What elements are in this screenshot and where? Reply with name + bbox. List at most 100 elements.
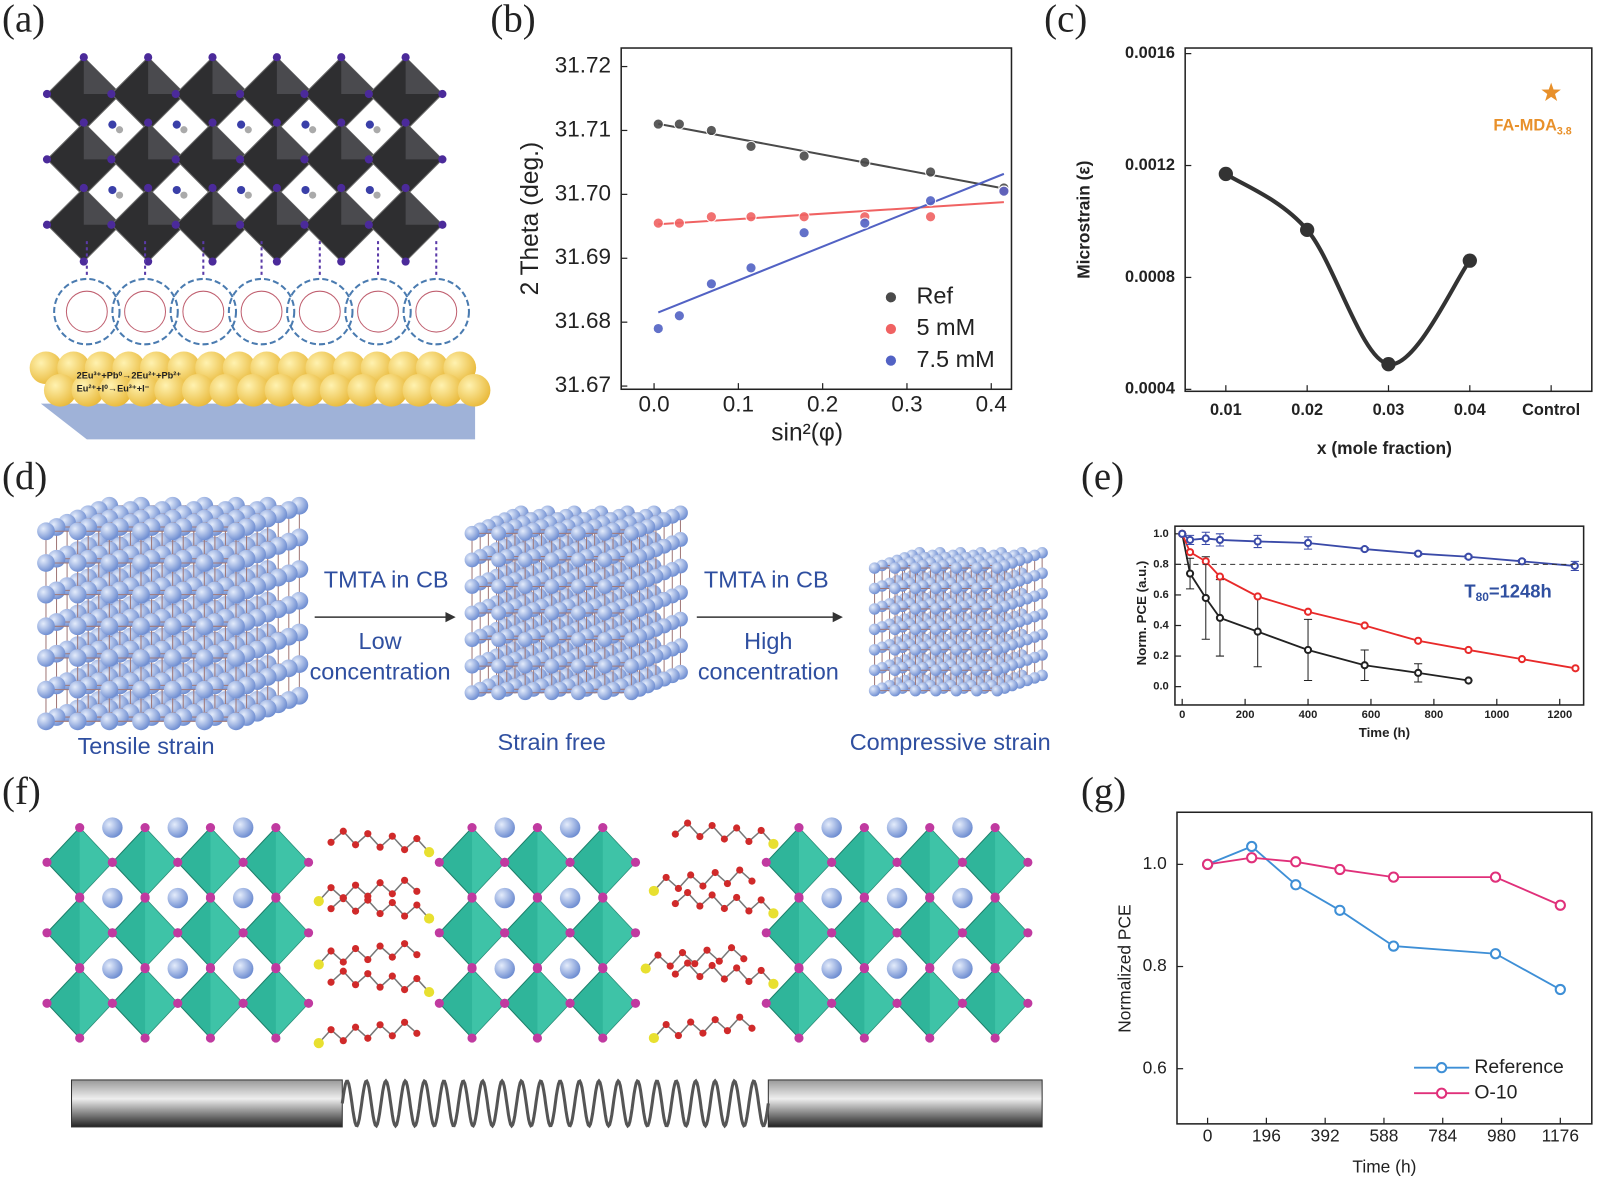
cation-atom xyxy=(244,126,252,134)
atom xyxy=(909,562,922,574)
octahedron-face xyxy=(472,827,505,898)
chain-atom xyxy=(327,838,335,846)
marker xyxy=(1414,636,1423,645)
halide xyxy=(500,857,510,867)
halide xyxy=(598,963,608,974)
chain-atom xyxy=(662,1020,670,1029)
cation xyxy=(494,817,515,838)
atom xyxy=(517,658,533,674)
marker xyxy=(1246,840,1258,853)
halide xyxy=(925,1033,935,1043)
octahedron-face xyxy=(602,968,636,1039)
iodide xyxy=(208,183,217,193)
iodide xyxy=(337,118,346,127)
chain-atom xyxy=(424,846,435,858)
cage xyxy=(111,277,179,346)
y-tick-label: 31.69 xyxy=(555,244,611,269)
y-tick-label: 0.0008 xyxy=(1125,268,1175,286)
legend-label: Reference xyxy=(1474,1056,1564,1078)
atom xyxy=(195,712,214,731)
atom xyxy=(132,522,150,541)
octahedron-face xyxy=(212,122,250,160)
legend-marker xyxy=(1435,1087,1448,1099)
chain-atom xyxy=(678,949,687,957)
chain-atom xyxy=(388,898,396,907)
data-point xyxy=(745,211,757,223)
atom xyxy=(227,554,245,572)
chain-atom xyxy=(364,956,372,964)
y-tick-label: 0.8 xyxy=(1153,558,1169,570)
atom xyxy=(68,554,87,572)
marker xyxy=(1554,899,1566,911)
atom xyxy=(909,623,922,636)
halide xyxy=(467,893,477,903)
atom xyxy=(991,603,1003,615)
chain-atom xyxy=(748,1024,756,1032)
atom xyxy=(100,617,119,636)
marker xyxy=(1215,572,1225,581)
halide xyxy=(859,893,869,903)
chain-atom xyxy=(640,963,651,974)
fit-line xyxy=(658,122,1005,190)
octahedron-face xyxy=(537,827,571,898)
atom xyxy=(68,585,87,604)
iodide xyxy=(272,257,281,266)
halide xyxy=(859,822,869,833)
octahedron-face xyxy=(472,898,505,968)
iodide xyxy=(337,53,346,62)
halide xyxy=(532,963,543,974)
y-tick-label: 0.0004 xyxy=(1125,380,1175,398)
atom xyxy=(950,684,963,697)
marker xyxy=(1246,852,1258,864)
x-axis-label: Time (h) xyxy=(1359,725,1410,740)
atom xyxy=(195,617,214,636)
halide xyxy=(205,963,216,974)
gold-sphere xyxy=(347,373,381,407)
series-line xyxy=(1181,533,1469,682)
y-tick-label: 1.0 xyxy=(1143,853,1167,873)
arrowhead xyxy=(445,611,456,623)
halide xyxy=(140,893,150,903)
halide xyxy=(205,1033,216,1043)
chain-atom xyxy=(413,887,421,895)
chain-atom xyxy=(327,884,335,892)
gold-sphere xyxy=(457,373,491,407)
chain-atom xyxy=(768,978,779,990)
chain-atom xyxy=(662,873,670,882)
annotation-text: FA-MDA xyxy=(1493,117,1557,135)
gold-sphere xyxy=(374,373,408,407)
chart: 0.0 0.2 0.4 0.6 0.8 1.0 0 200 400 600 800 1000 1200 T… xyxy=(1134,525,1585,740)
annotation: T80=1248h xyxy=(1464,580,1551,604)
atom xyxy=(909,684,922,697)
iodide xyxy=(107,155,116,164)
cation-atom xyxy=(180,126,188,134)
atom xyxy=(195,522,214,541)
chain-atom xyxy=(364,830,372,838)
data-point xyxy=(924,211,937,223)
atom xyxy=(868,684,881,697)
chain-atom xyxy=(351,841,360,849)
cage-inner xyxy=(240,290,283,333)
octahedron-face xyxy=(148,57,185,94)
cation-atom xyxy=(309,191,317,199)
atom xyxy=(195,680,214,699)
chain-atom xyxy=(388,972,396,980)
marker xyxy=(1215,535,1225,545)
halide xyxy=(598,893,608,903)
cage xyxy=(169,277,238,346)
atom xyxy=(623,658,639,674)
atom xyxy=(491,658,507,674)
chain-atom xyxy=(757,896,765,904)
halide xyxy=(892,928,902,938)
octahedron-face xyxy=(275,898,309,968)
atom xyxy=(544,632,560,648)
chain-atom xyxy=(666,962,674,970)
chain-atom xyxy=(736,1013,744,1021)
halide xyxy=(565,928,575,938)
series-line xyxy=(1207,845,1561,991)
atom xyxy=(464,685,480,701)
atom xyxy=(889,623,901,636)
halide xyxy=(990,963,1000,974)
atom xyxy=(991,582,1003,595)
